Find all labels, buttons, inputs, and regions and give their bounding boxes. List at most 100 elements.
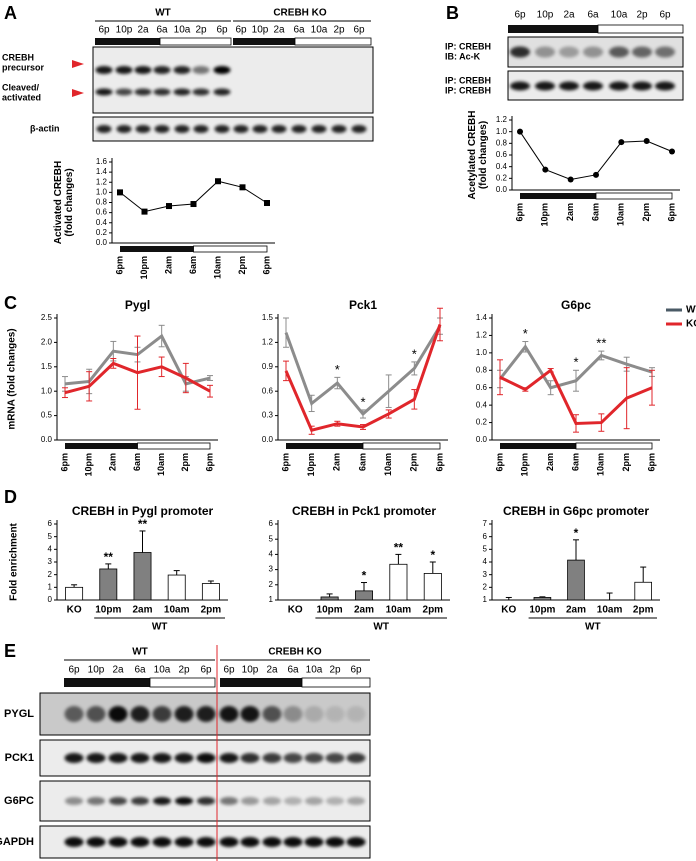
band [283,706,303,722]
y-tick-label: 6 [48,519,53,528]
lane-label: 6p [659,10,671,21]
marker [618,139,625,146]
lane-label: 10p [116,25,133,36]
marker [141,208,148,215]
row-label: precursor [2,62,45,72]
x-tick-label: 6pm [666,203,676,222]
group-label: WT [585,622,601,633]
panel-label: D [4,487,17,507]
band [331,125,347,133]
chart-title: Pygl [125,298,150,312]
y-tick-label: 0.2 [476,418,488,427]
x-tick-label: 2pm [423,605,444,616]
dark-phase [220,678,302,687]
x-tick-label: 2am [163,256,173,274]
light-phase [597,24,684,34]
y-tick-label: 1 [48,582,53,591]
y-tick-label: 1.4 [476,313,488,322]
band [196,706,216,722]
bar [133,552,152,601]
band [559,46,579,58]
band [152,706,172,722]
lane-label: 6p [223,665,235,676]
series-line [499,367,653,425]
band [241,797,259,805]
lane-label: 10p [88,665,105,676]
x-tick-label: 6pm [514,203,524,222]
y-axis-label: Activated CREBH [53,161,64,244]
marker [190,201,197,208]
lane-label: 2p [636,10,648,21]
band [252,125,268,133]
x-tick-label: KO [67,605,82,616]
band [346,837,366,847]
y-axis-label: (fold changes) [64,168,75,236]
dark-phase [65,443,138,449]
y-tick-label: 0.8 [476,365,488,374]
band [535,81,555,91]
band [325,753,345,763]
band [64,753,84,763]
y-tick-label: 0.2 [96,228,108,237]
band [219,837,239,847]
bar [65,586,84,601]
row-label: IP: CREBH [445,85,491,95]
x-tick-label: 2am [132,605,152,616]
y-tick-label: 1.0 [41,386,53,395]
lane-label: 2a [563,10,575,21]
chart-title: Pck1 [349,298,377,312]
lane-label: 10p [242,665,259,676]
y-tick-label: 0.6 [476,383,488,392]
x-tick-label: 6pm [59,453,69,472]
x-tick-label: 2pm [621,453,631,472]
light-phase [149,677,216,688]
arrow [72,89,84,97]
light-phase [575,442,653,450]
significance: * [335,362,340,377]
y-tick-label: 0.5 [41,411,53,420]
y-tick-label: 0.0 [262,435,274,444]
dark-phase [508,25,598,33]
x-tick-label: 6pm [114,256,124,275]
panel-label: B [446,3,459,23]
y-tick-label: 1 [269,595,274,604]
bar [201,583,220,601]
y-tick-label: 1.0 [476,348,488,357]
band [262,753,282,763]
marker [567,176,574,183]
band [510,46,530,58]
lane-label: 2a [137,25,149,36]
x-tick-label: 10pm [306,453,316,477]
y-tick-label: 0.6 [96,208,108,217]
y-axis-label: Fold enrichment [9,522,20,600]
x-tick-label: 2pm [633,605,654,616]
y-tick-label: 1.2 [262,338,274,347]
light-phase [137,442,211,450]
lane-label: 10a [174,25,191,36]
significance: * [523,326,528,341]
series-line [498,344,653,390]
y-tick-label: 1.2 [476,331,488,340]
light-phase [193,245,268,253]
lane-label: 6p [200,665,212,676]
band [86,753,106,763]
band [240,837,260,847]
y-tick-label: 0.6 [496,150,508,159]
significance: ** [394,541,404,555]
y-axis-label: (fold changes) [478,121,489,189]
band [109,797,127,805]
band [304,706,324,722]
band [583,46,603,58]
band [196,753,216,763]
x-tick-label: 2pm [409,453,419,472]
series-line [284,325,442,417]
row-label: PYGL [4,708,34,720]
band [240,706,260,722]
band [655,46,675,58]
band [174,706,194,722]
panel-label: A [4,3,17,23]
lane-label: 2a [112,665,124,676]
x-tick-label: 10am [212,256,222,279]
row-label: G6PC [4,795,34,807]
